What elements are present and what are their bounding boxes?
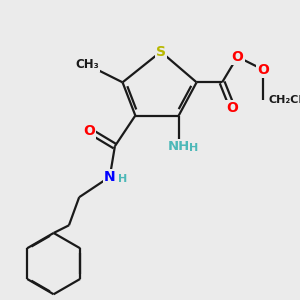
Text: O: O bbox=[226, 101, 238, 115]
Text: N: N bbox=[104, 170, 116, 184]
Text: NH: NH bbox=[168, 140, 190, 153]
Text: O: O bbox=[232, 50, 243, 64]
Text: H: H bbox=[190, 143, 199, 153]
Text: CH₂CH₃: CH₂CH₃ bbox=[268, 95, 300, 105]
Text: CH₃: CH₃ bbox=[75, 58, 99, 71]
Text: H: H bbox=[118, 174, 127, 184]
Text: O: O bbox=[257, 63, 269, 76]
Text: S: S bbox=[156, 45, 166, 59]
Text: O: O bbox=[83, 124, 95, 138]
